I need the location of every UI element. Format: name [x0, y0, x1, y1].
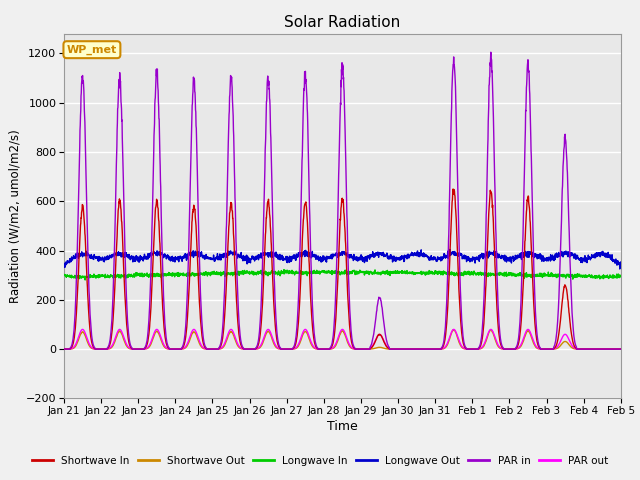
Y-axis label: Radiation (W/m2, umol/m2/s): Radiation (W/m2, umol/m2/s) [9, 129, 22, 303]
X-axis label: Time: Time [327, 420, 358, 433]
Legend: Shortwave In, Shortwave Out, Longwave In, Longwave Out, PAR in, PAR out: Shortwave In, Shortwave Out, Longwave In… [28, 452, 612, 470]
Title: Solar Radiation: Solar Radiation [284, 15, 401, 30]
Text: WP_met: WP_met [67, 45, 117, 55]
